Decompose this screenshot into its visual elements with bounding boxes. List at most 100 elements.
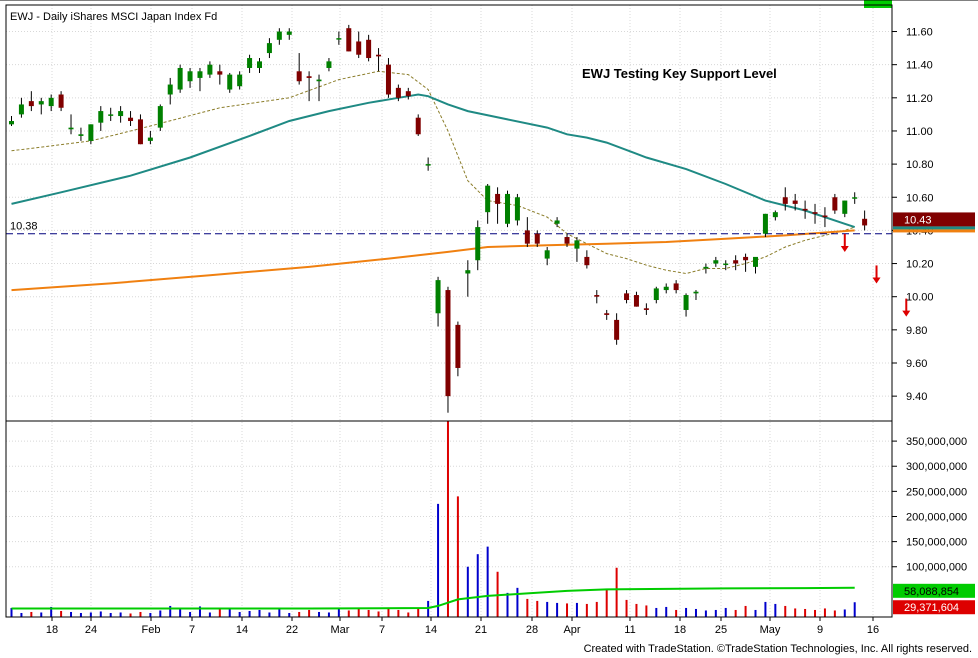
candle[interactable] <box>395 84 401 102</box>
candle[interactable] <box>663 283 669 294</box>
candle[interactable] <box>832 193 838 214</box>
top-status-box[interactable] <box>864 0 892 8</box>
candle[interactable] <box>475 220 481 271</box>
candle[interactable] <box>316 74 322 102</box>
candle[interactable] <box>862 210 868 231</box>
candle[interactable] <box>554 217 560 228</box>
candle[interactable] <box>842 200 848 218</box>
candle[interactable] <box>48 94 54 112</box>
candle[interactable] <box>564 233 570 247</box>
candle[interactable] <box>524 217 530 247</box>
candle[interactable] <box>385 58 391 98</box>
candle[interactable] <box>544 246 550 266</box>
candle[interactable] <box>445 286 451 413</box>
candle[interactable] <box>703 263 709 274</box>
price-candles[interactable] <box>9 24 868 413</box>
candle[interactable] <box>852 192 858 204</box>
candle[interactable] <box>733 255 739 271</box>
candle[interactable] <box>58 91 64 112</box>
candle[interactable] <box>455 321 461 377</box>
candle[interactable] <box>772 210 778 221</box>
candle[interactable] <box>197 67 203 92</box>
candle[interactable] <box>88 124 94 145</box>
candle[interactable] <box>495 187 501 224</box>
candle[interactable] <box>594 290 600 304</box>
candle[interactable] <box>405 87 411 100</box>
candle[interactable] <box>98 106 104 131</box>
candle[interactable] <box>505 190 510 228</box>
candle[interactable] <box>286 28 292 40</box>
candle[interactable] <box>376 48 382 72</box>
candle[interactable] <box>604 309 610 320</box>
candle[interactable] <box>723 260 729 271</box>
candle[interactable] <box>356 31 362 59</box>
candle[interactable] <box>187 67 193 88</box>
candle[interactable] <box>653 286 659 304</box>
candle[interactable] <box>624 290 630 304</box>
candle[interactable] <box>207 61 213 78</box>
candle[interactable] <box>247 54 253 73</box>
volume-grid <box>6 440 892 568</box>
candle[interactable] <box>306 71 312 102</box>
volume-average-badge-box <box>893 583 975 598</box>
candle[interactable] <box>128 111 134 126</box>
candle[interactable] <box>217 64 223 85</box>
candle[interactable] <box>118 106 124 123</box>
candle-body <box>475 227 481 261</box>
candle[interactable] <box>78 127 84 141</box>
time-tick-label: 21 <box>475 624 487 636</box>
candle[interactable] <box>157 104 163 131</box>
candle[interactable] <box>574 237 580 262</box>
candle[interactable] <box>177 64 183 93</box>
candle-body <box>385 64 391 95</box>
candle[interactable] <box>257 58 262 73</box>
candle[interactable] <box>9 116 14 126</box>
candle[interactable] <box>743 253 749 272</box>
candle[interactable] <box>534 230 540 247</box>
candle[interactable] <box>584 250 590 269</box>
candle[interactable] <box>753 256 758 274</box>
candle[interactable] <box>792 193 798 211</box>
candle[interactable] <box>683 293 689 317</box>
candle[interactable] <box>822 207 828 228</box>
candle[interactable] <box>762 213 768 238</box>
candle[interactable] <box>336 31 342 45</box>
candle[interactable] <box>68 114 74 135</box>
candle[interactable] <box>28 91 34 112</box>
candle[interactable] <box>782 187 788 211</box>
candle[interactable] <box>693 290 699 301</box>
candle[interactable] <box>435 276 441 327</box>
candle-body <box>266 43 272 54</box>
candle[interactable] <box>366 34 372 62</box>
candle[interactable] <box>802 200 808 219</box>
candle[interactable] <box>485 183 491 224</box>
candle[interactable] <box>276 28 282 45</box>
candle[interactable] <box>614 313 620 345</box>
candle[interactable] <box>266 38 272 59</box>
candle[interactable] <box>514 193 520 226</box>
candle-body <box>415 117 421 135</box>
time-tick-label: 28 <box>526 624 538 636</box>
candle[interactable] <box>167 77 173 105</box>
candle[interactable] <box>812 203 818 224</box>
candle[interactable] <box>18 97 24 118</box>
candle[interactable] <box>713 256 719 267</box>
candle[interactable] <box>296 53 302 85</box>
candle[interactable] <box>227 72 233 93</box>
candle[interactable] <box>137 114 143 145</box>
candle[interactable] <box>237 71 243 90</box>
candle[interactable] <box>633 291 639 307</box>
candle[interactable] <box>415 114 421 136</box>
candle-body <box>38 101 44 105</box>
candle[interactable] <box>673 280 679 294</box>
candle[interactable] <box>346 24 352 52</box>
candle-body <box>842 200 848 214</box>
candle[interactable] <box>38 97 44 115</box>
candle[interactable] <box>465 260 471 297</box>
candle[interactable] <box>643 303 649 315</box>
candle[interactable] <box>108 107 114 122</box>
candle[interactable] <box>147 130 153 145</box>
candle[interactable] <box>326 58 332 72</box>
candle[interactable] <box>425 157 431 171</box>
